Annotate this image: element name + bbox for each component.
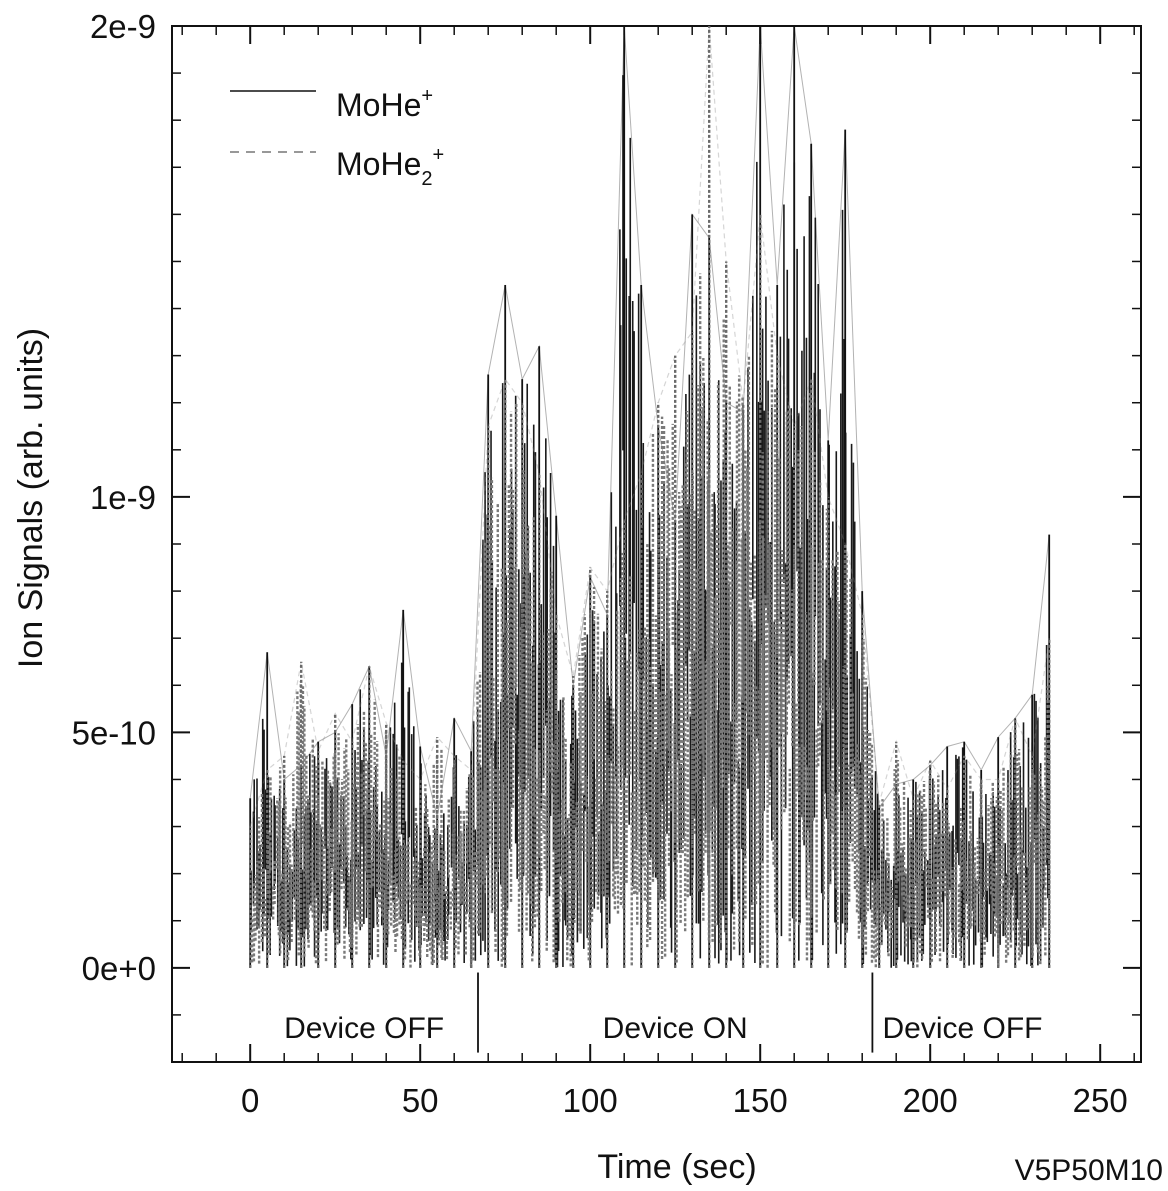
x-tick-labels: 0 50 100 150 200 250: [241, 1082, 1128, 1119]
x-tick-label: 150: [733, 1082, 788, 1119]
legend: MoHe+ MoHe2+: [230, 85, 444, 190]
region-label: Device ON: [603, 1012, 748, 1045]
region-label: Device OFF: [284, 1012, 444, 1045]
x-tick-label: 200: [903, 1082, 958, 1119]
legend-label-1: MoHe2+: [336, 144, 444, 190]
y-tick-label: 2e-9: [90, 8, 156, 45]
y-tick-label: 1e-9: [90, 479, 156, 516]
x-tick-label: 100: [563, 1082, 618, 1119]
x-axis-title: Time (sec): [597, 1148, 756, 1186]
y-tick-label: 5e-10: [72, 714, 156, 751]
y-tick-labels: 0e+0 5e-10 1e-9 2e-9: [72, 8, 156, 987]
plot-code: V5P50M10: [1015, 1154, 1163, 1187]
y-axis-title: Ion Signals (arb. units): [12, 328, 50, 668]
x-tick-label: 50: [402, 1082, 439, 1119]
legend-label-0: MoHe+: [336, 85, 433, 123]
region-labels: Device OFF Device ON Device OFF: [284, 1012, 1042, 1045]
region-label: Device OFF: [882, 1012, 1042, 1045]
x-tick-label: 0: [241, 1082, 259, 1119]
y-tick-label: 0e+0: [82, 950, 156, 987]
x-tick-label: 250: [1073, 1082, 1128, 1119]
